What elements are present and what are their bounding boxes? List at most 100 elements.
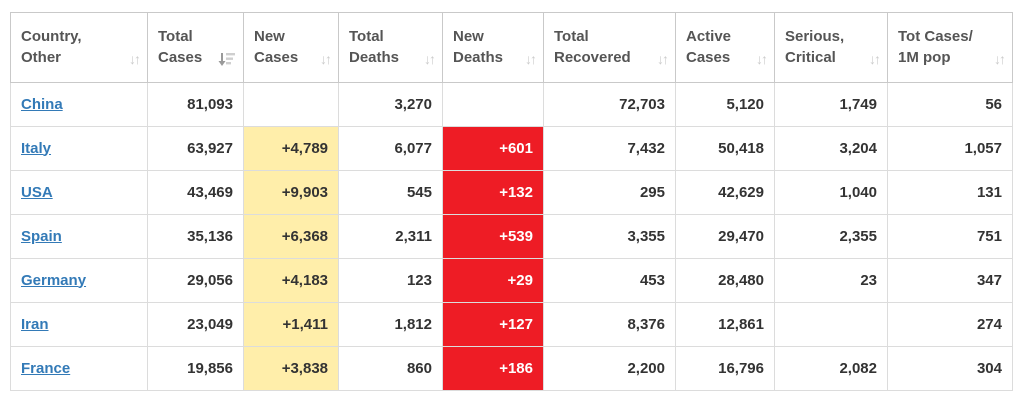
country-link[interactable]: Germany <box>21 271 87 289</box>
cell-active-cases: 16,796 <box>675 346 775 391</box>
country-link[interactable]: USA <box>21 183 53 201</box>
table-row-usa: USA 43,469 +9,903 545 +132 295 42,629 1,… <box>10 170 1013 215</box>
sort-toggle-icon: ↓↑ <box>657 50 669 67</box>
cell-new-deaths: +601 <box>442 126 544 171</box>
table-row-france: France 19,856 +3,838 860 +186 2,200 16,7… <box>10 346 1013 391</box>
column-header-label: Tot Cases/ 1M pop <box>898 27 973 66</box>
cell-cases-per-1m: 347 <box>887 258 1013 303</box>
cell-serious-critical: 1,749 <box>774 82 888 127</box>
cell-total-deaths: 3,270 <box>338 82 443 127</box>
cell-total-deaths: 860 <box>338 346 443 391</box>
cell-new-cases: +1,411 <box>243 302 339 347</box>
cell-serious-critical <box>774 302 888 347</box>
column-header-serious_critical[interactable]: Serious, Critical ↓↑ <box>774 12 888 83</box>
cell-new-cases: +4,789 <box>243 126 339 171</box>
column-header-new_deaths[interactable]: New Deaths ↓↑ <box>442 12 544 83</box>
cell-total-cases: 23,049 <box>147 302 244 347</box>
cell-active-cases: 28,480 <box>675 258 775 303</box>
cell-total-recovered: 72,703 <box>543 82 676 127</box>
cell-country: China <box>10 82 148 127</box>
cell-new-deaths: +127 <box>442 302 544 347</box>
table-row-iran: Iran 23,049 +1,411 1,812 +127 8,376 12,8… <box>10 302 1013 347</box>
cell-total-deaths: 123 <box>338 258 443 303</box>
sort-toggle-icon: ↓↑ <box>525 50 537 67</box>
cell-country: Germany <box>10 258 148 303</box>
cell-total-cases: 35,136 <box>147 214 244 259</box>
column-header-label: Total Cases <box>158 27 203 66</box>
cell-serious-critical: 2,355 <box>774 214 888 259</box>
cell-total-recovered: 7,432 <box>543 126 676 171</box>
cell-cases-per-1m: 304 <box>887 346 1013 391</box>
cell-country: France <box>10 346 148 391</box>
cell-new-cases: +3,838 <box>243 346 339 391</box>
country-link[interactable]: Italy <box>21 139 52 157</box>
column-header-label: New Cases <box>254 27 299 66</box>
cell-cases-per-1m: 131 <box>887 170 1013 215</box>
cell-active-cases: 42,629 <box>675 170 775 215</box>
cell-cases-per-1m: 274 <box>887 302 1013 347</box>
cell-active-cases: 12,861 <box>675 302 775 347</box>
column-header-total_cases[interactable]: Total Cases <box>147 12 244 83</box>
cell-country: Spain <box>10 214 148 259</box>
table-row-china: China 81,093 3,270 72,703 5,120 1,749 56 <box>10 82 1013 127</box>
sort-toggle-icon: ↓↑ <box>320 50 332 67</box>
table-header-row: Country, Other ↓↑ Total Cases New Cases … <box>10 12 1013 83</box>
cell-active-cases: 5,120 <box>675 82 775 127</box>
cell-cases-per-1m: 56 <box>887 82 1013 127</box>
cell-new-cases: +4,183 <box>243 258 339 303</box>
sort-toggle-icon: ↓↑ <box>994 50 1006 67</box>
cell-new-deaths: +29 <box>442 258 544 303</box>
sort-toggle-icon: ↓↑ <box>424 50 436 67</box>
cell-serious-critical: 23 <box>774 258 888 303</box>
column-header-new_cases[interactable]: New Cases ↓↑ <box>243 12 339 83</box>
column-header-label: New Deaths <box>453 27 504 66</box>
country-link[interactable]: Spain <box>21 227 62 245</box>
cell-serious-critical: 2,082 <box>774 346 888 391</box>
cell-total-recovered: 453 <box>543 258 676 303</box>
cell-new-cases: +6,368 <box>243 214 339 259</box>
column-header-total_deaths[interactable]: Total Deaths ↓↑ <box>338 12 443 83</box>
cell-total-cases: 43,469 <box>147 170 244 215</box>
cell-total-recovered: 3,355 <box>543 214 676 259</box>
cell-total-cases: 81,093 <box>147 82 244 127</box>
column-header-label: Total Deaths <box>349 27 400 66</box>
cell-new-deaths: +539 <box>442 214 544 259</box>
cell-serious-critical: 1,040 <box>774 170 888 215</box>
cell-total-deaths: 545 <box>338 170 443 215</box>
sort-desc-active-icon <box>218 52 235 68</box>
column-header-country[interactable]: Country, Other ↓↑ <box>10 12 148 83</box>
column-header-label: Serious, Critical <box>785 27 845 66</box>
cell-total-cases: 29,056 <box>147 258 244 303</box>
column-header-label: Total Recovered <box>554 27 631 66</box>
cell-total-deaths: 6,077 <box>338 126 443 171</box>
cell-total-recovered: 8,376 <box>543 302 676 347</box>
sort-toggle-icon: ↓↑ <box>129 50 141 67</box>
cell-cases-per-1m: 751 <box>887 214 1013 259</box>
cell-cases-per-1m: 1,057 <box>887 126 1013 171</box>
country-link[interactable]: Iran <box>21 315 49 333</box>
column-header-active_cases[interactable]: Active Cases ↓↑ <box>675 12 775 83</box>
cell-new-deaths: +186 <box>442 346 544 391</box>
cell-country: Iran <box>10 302 148 347</box>
cell-country: Italy <box>10 126 148 171</box>
cell-country: USA <box>10 170 148 215</box>
cell-active-cases: 50,418 <box>675 126 775 171</box>
column-header-total_recovered[interactable]: Total Recovered ↓↑ <box>543 12 676 83</box>
column-header-cases_per_1m[interactable]: Tot Cases/ 1M pop ↓↑ <box>887 12 1013 83</box>
sort-toggle-icon: ↓↑ <box>869 50 881 67</box>
cell-total-deaths: 1,812 <box>338 302 443 347</box>
cell-total-deaths: 2,311 <box>338 214 443 259</box>
cell-new-deaths <box>442 82 544 127</box>
column-header-label: Country, Other <box>21 27 82 66</box>
cell-total-cases: 63,927 <box>147 126 244 171</box>
table-row-italy: Italy 63,927 +4,789 6,077 +601 7,432 50,… <box>10 126 1013 171</box>
country-link[interactable]: China <box>21 95 63 113</box>
country-link[interactable]: France <box>21 359 71 377</box>
column-header-label: Active Cases <box>686 27 732 66</box>
table-row-spain: Spain 35,136 +6,368 2,311 +539 3,355 29,… <box>10 214 1013 259</box>
cell-serious-critical: 3,204 <box>774 126 888 171</box>
cell-total-recovered: 295 <box>543 170 676 215</box>
table-row-germany: Germany 29,056 +4,183 123 +29 453 28,480… <box>10 258 1013 303</box>
sort-toggle-icon: ↓↑ <box>756 50 768 67</box>
